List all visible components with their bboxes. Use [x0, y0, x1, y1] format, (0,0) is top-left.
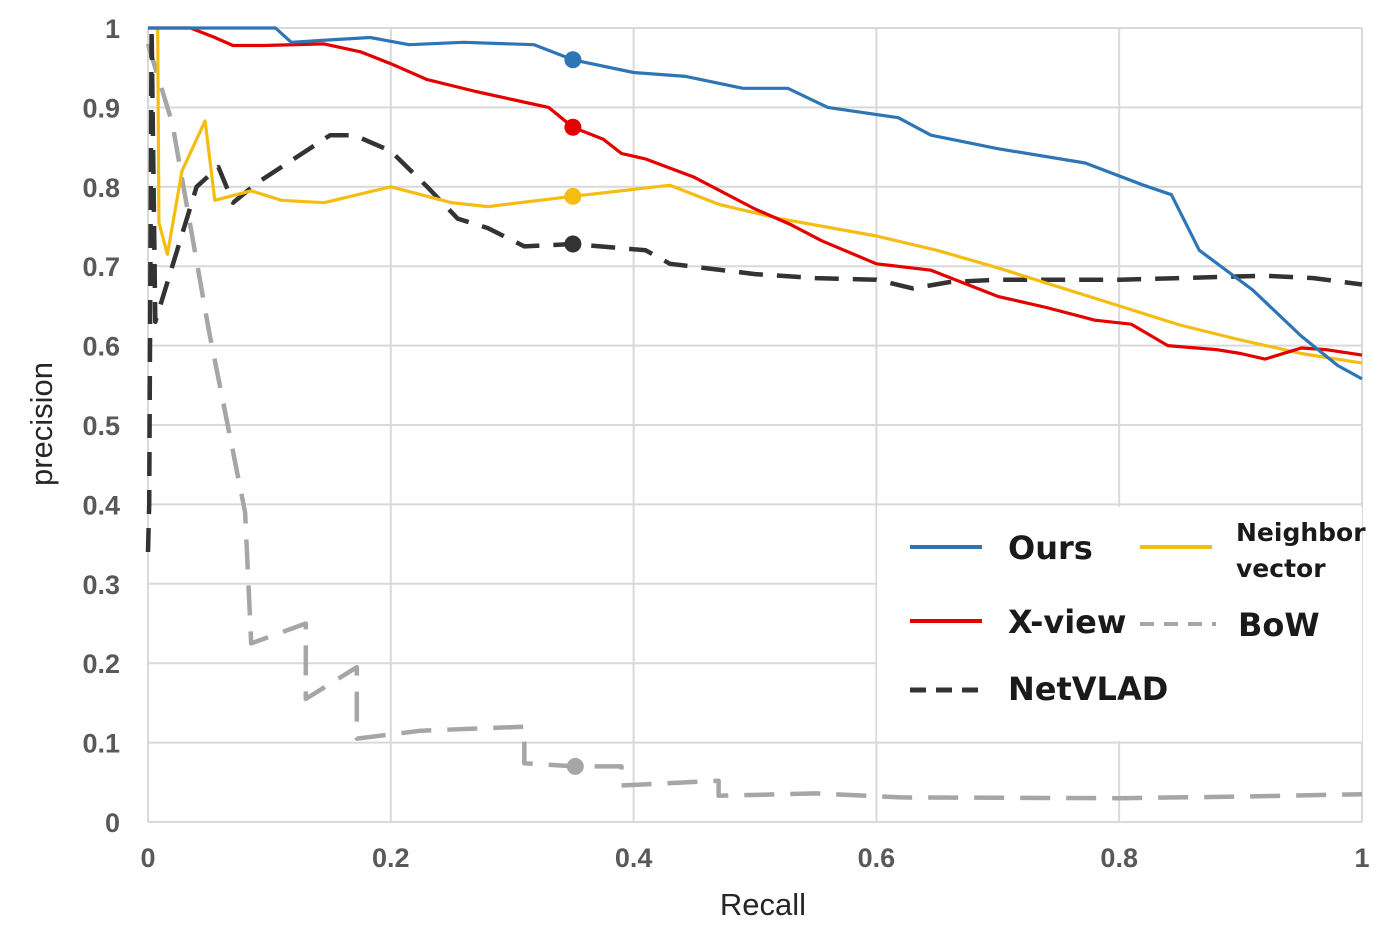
- series-marker-netvlad: [564, 235, 582, 253]
- legend-label-netvlad: NetVLAD: [1008, 670, 1168, 708]
- y-tick-labels: 0 0.1 0.2 0.3 0.4 0.5 0.6 0.7 0.8 0.9 1: [82, 14, 120, 838]
- x-tick-label-4: 0.8: [1100, 843, 1138, 873]
- legend-label-neighbor-line2: vector: [1236, 554, 1326, 583]
- series-marker-bow: [566, 757, 584, 775]
- x-tick-label-1: 0.2: [372, 843, 410, 873]
- series-line-bow: [145, 43, 1363, 801]
- y-tick-label-8: 0.8: [82, 173, 120, 203]
- y-tick-label-7: 0.7: [82, 252, 120, 282]
- legend-label-ours: Ours: [1008, 529, 1093, 567]
- series-line-x-view: [148, 26, 1363, 361]
- series-line-ours: [148, 26, 1363, 381]
- y-tick-label-4: 0.4: [82, 490, 120, 520]
- y-tick-label-9: 0.9: [82, 93, 120, 123]
- series-marker-x-view: [564, 118, 582, 136]
- legend-label-bow: BoW: [1238, 606, 1320, 644]
- y-tick-label-2: 0.2: [82, 649, 120, 679]
- x-tick-label-2: 0.4: [615, 843, 653, 873]
- y-tick-label-1: 0.1: [82, 729, 120, 759]
- x-tick-label-3: 0.6: [858, 843, 896, 873]
- gridlines: [147, 27, 1363, 823]
- legend-label-xview: X-view: [1008, 603, 1126, 641]
- series-line-neighbor-vector: [156, 27, 1363, 365]
- legend-label-neighbor-line1: Neighbor: [1236, 518, 1366, 547]
- marker-layer: [564, 51, 584, 775]
- y-tick-label-10: 1: [105, 14, 120, 44]
- x-tick-label-5: 1: [1354, 843, 1369, 873]
- y-tick-label-3: 0.3: [82, 570, 120, 600]
- y-tick-label-5: 0.5: [82, 411, 120, 441]
- y-tick-label-0: 0: [105, 808, 120, 838]
- legend: Ours Neighbor vector X-view BoW NetVLAD: [877, 507, 1366, 741]
- x-axis-title: Recall: [720, 887, 806, 922]
- series-line-netvlad: [145, 25, 1363, 553]
- series-marker-neighbor-vector: [564, 187, 582, 205]
- y-axis-title: precision: [24, 362, 59, 486]
- x-tick-labels: 0 0.2 0.4 0.6 0.8 1: [140, 843, 1369, 873]
- series-marker-ours: [564, 51, 582, 69]
- x-tick-label-0: 0: [140, 843, 155, 873]
- series-layer: [145, 25, 1363, 801]
- y-tick-label-6: 0.6: [82, 332, 120, 362]
